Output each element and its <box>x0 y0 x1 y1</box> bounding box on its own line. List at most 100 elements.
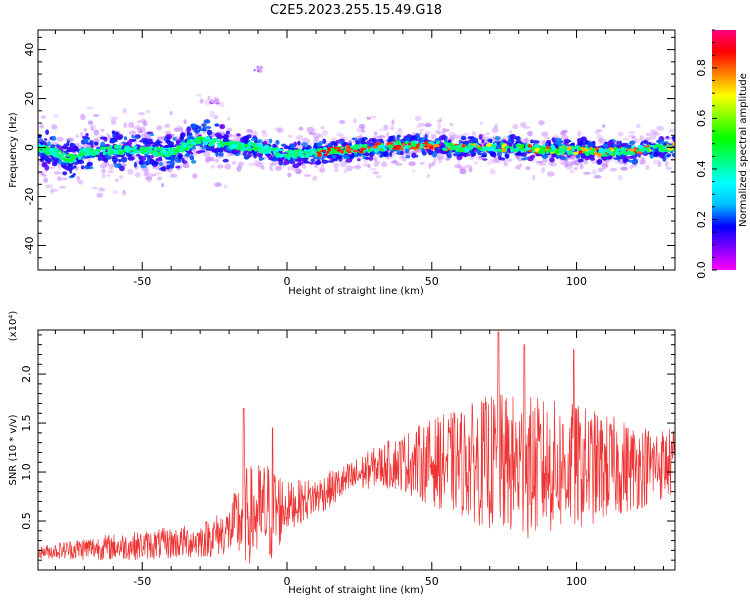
heat-core-cell <box>412 142 417 148</box>
heat-speck <box>276 127 284 134</box>
heat-core-cell <box>253 147 258 152</box>
spectrogram-x-ticks: -50 0 50 100 <box>54 30 664 288</box>
heat-speck <box>224 163 232 170</box>
heat-cell <box>551 137 556 143</box>
heat-speck <box>503 161 509 167</box>
spectrogram-outlier-1 <box>209 97 220 105</box>
heat-cell <box>275 139 280 145</box>
heat-speck <box>204 99 212 106</box>
heat-speck <box>523 137 529 144</box>
heat-core-cell <box>423 146 430 149</box>
heat-cell <box>671 153 675 157</box>
heat-cell <box>160 166 167 172</box>
heat-core-cell <box>352 149 358 153</box>
heat-cell <box>149 141 155 145</box>
heat-core-cell <box>545 145 551 149</box>
heat-speck <box>211 131 216 138</box>
heat-speck <box>448 131 456 138</box>
heat-speck <box>209 110 215 118</box>
heat-core-cell <box>129 152 136 155</box>
heat-speck <box>314 136 319 142</box>
heat-speck <box>196 94 202 97</box>
heat-cell <box>555 154 560 159</box>
heat-speck <box>218 101 225 108</box>
heat-cell <box>222 135 229 139</box>
heat-core-cell <box>672 148 675 152</box>
heat-speck <box>437 122 441 130</box>
heat-cell <box>44 138 48 141</box>
heat-core-cell <box>620 147 625 151</box>
heat-core-cell <box>374 142 378 147</box>
heat-cell <box>515 136 521 141</box>
heat-speck <box>416 125 420 129</box>
heat-core-cell <box>330 147 335 152</box>
heat-speck <box>445 157 451 161</box>
heat-speck <box>471 131 477 136</box>
heat-cell <box>63 146 70 150</box>
heat-core-cell <box>65 153 70 157</box>
heat-cell <box>278 158 284 162</box>
heat-core-cell <box>55 154 62 157</box>
heat-speck <box>145 110 151 114</box>
heat-speck <box>178 126 184 133</box>
heat-speck <box>45 184 54 189</box>
heat-cell <box>70 174 75 178</box>
heat-cell <box>55 144 61 148</box>
heat-core-cell <box>584 148 589 152</box>
heat-speck <box>439 117 443 123</box>
heat-speck <box>436 119 442 123</box>
heat-cell <box>453 153 457 157</box>
heat-core-cell <box>402 142 406 147</box>
heat-cell <box>186 126 192 132</box>
heat-core-cell <box>310 151 314 155</box>
heat-core-cell <box>150 150 155 155</box>
heat-cell <box>66 140 70 147</box>
heat-speck <box>635 124 641 128</box>
heat-speck <box>51 124 58 130</box>
heat-core-cell <box>109 145 113 149</box>
heat-cell <box>460 135 467 141</box>
heat-core-cell <box>101 149 106 152</box>
heat-speck <box>408 161 416 166</box>
heat-core-cell <box>484 145 488 150</box>
heat-speck <box>261 131 268 138</box>
snr-y-ticks: 0.5 1.0 1.5 2.0 <box>20 334 675 561</box>
heat-speck <box>628 131 636 134</box>
heat-core-cell <box>287 156 291 161</box>
heat-speck <box>250 130 258 137</box>
heat-speck <box>101 168 106 174</box>
heat-speck <box>618 174 623 181</box>
heat-cell <box>123 136 128 141</box>
heat-core-cell <box>547 149 552 153</box>
heat-core-cell <box>258 148 262 153</box>
heat-core-cell <box>234 141 238 145</box>
heat-cell <box>665 136 670 139</box>
colorbar-ticks: 0.0 0.2 0.4 0.6 0.8 <box>695 29 717 279</box>
heat-speck <box>383 124 389 131</box>
heat-core-cell <box>288 153 294 157</box>
heat-speck <box>98 187 106 192</box>
heat-core-cell <box>594 147 599 151</box>
heat-cell <box>368 138 375 142</box>
heat-speck <box>542 158 548 163</box>
heat-core-cell <box>206 138 211 142</box>
heat-speck <box>51 126 58 130</box>
heat-speck <box>207 95 211 101</box>
heat-cell <box>179 136 184 140</box>
heat-core-cell <box>340 149 344 154</box>
heat-speck <box>287 166 291 171</box>
heat-cell <box>51 135 57 141</box>
heat-core-cell <box>92 153 96 157</box>
heat-core-cell <box>633 146 637 150</box>
heat-speck <box>639 159 647 165</box>
heat-speck <box>107 174 111 177</box>
heat-speck <box>259 66 264 69</box>
x-tick-label: 0 <box>284 275 291 288</box>
heat-core-cell <box>372 145 379 149</box>
heat-speck <box>508 130 513 134</box>
heat-core-cell <box>429 145 434 150</box>
heat-cell <box>587 142 595 149</box>
heat-cell <box>214 132 222 138</box>
heat-core-cell <box>323 146 328 150</box>
heat-speck <box>101 173 106 178</box>
